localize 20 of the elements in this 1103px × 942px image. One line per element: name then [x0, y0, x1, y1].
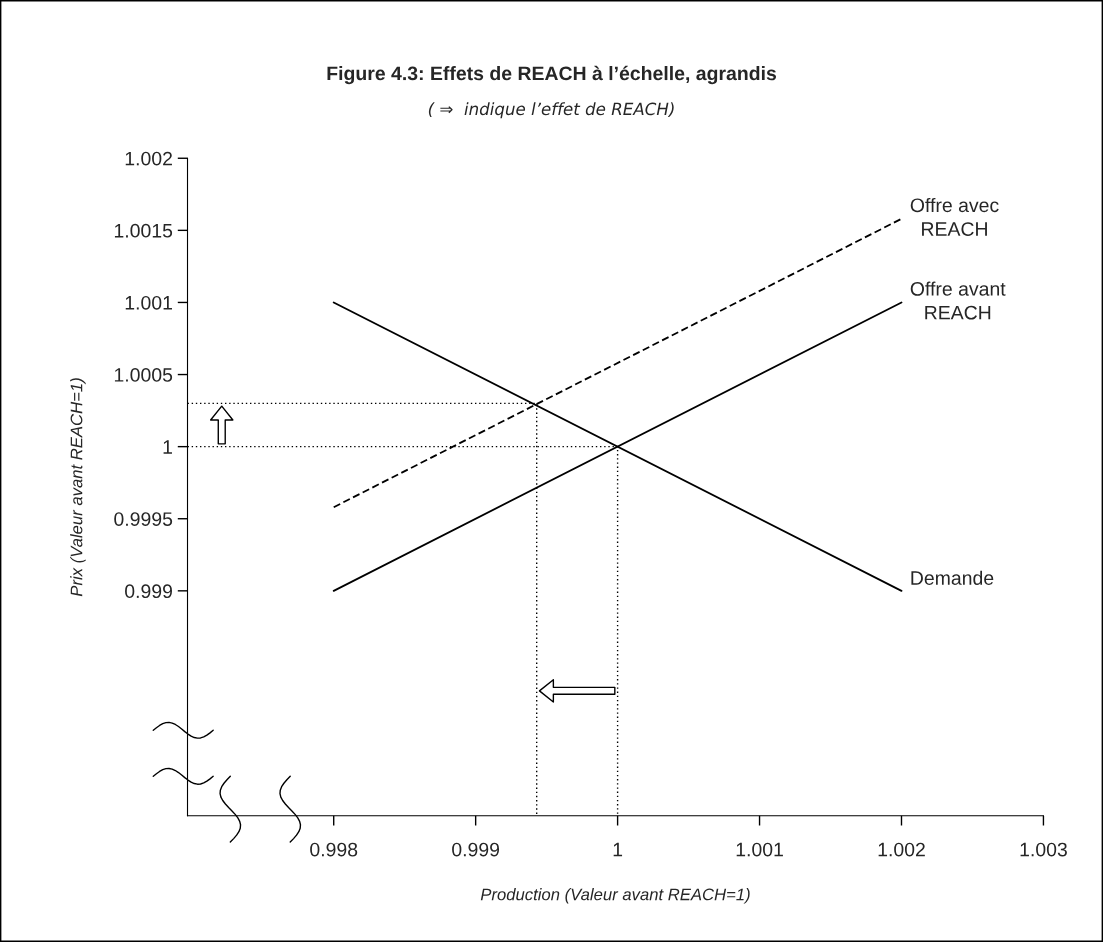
- y-tick-label: 1.001: [125, 295, 172, 310]
- chart-title: Figure 4.3: Effets de REACH à l’échelle, agrandis: [327, 65, 777, 85]
- y-tick-label: 1: [163, 440, 172, 454]
- y-axis-title: Prix (Valeur avant REACH=1): [70, 378, 86, 597]
- chart-subtitle: ( ⇒ indique l’effet de REACH): [428, 102, 674, 119]
- y-tick-label: 1.002: [125, 151, 172, 166]
- y-tick-label: 0.9995: [114, 512, 173, 526]
- y-tick-label: 0.999: [125, 584, 173, 599]
- x-tick-label: 0.998: [310, 842, 358, 857]
- y-tick-label: 1.0015: [114, 223, 173, 238]
- series-label: Demande: [911, 570, 994, 585]
- x-tick-label: 1: [613, 842, 623, 857]
- series-label: Offre avant REACH: [910, 281, 1006, 320]
- x-tick-label: 1.001: [736, 842, 783, 857]
- x-tick-label: 1.002: [878, 842, 925, 857]
- x-tick-label: 0.999: [452, 842, 500, 857]
- x-tick-label: 1.003: [1020, 842, 1067, 857]
- y-tick-label: 1.0005: [114, 368, 173, 382]
- series-label: Offre avec REACH: [910, 197, 999, 236]
- x-axis-title: Production (Valeur avant REACH=1): [480, 888, 750, 904]
